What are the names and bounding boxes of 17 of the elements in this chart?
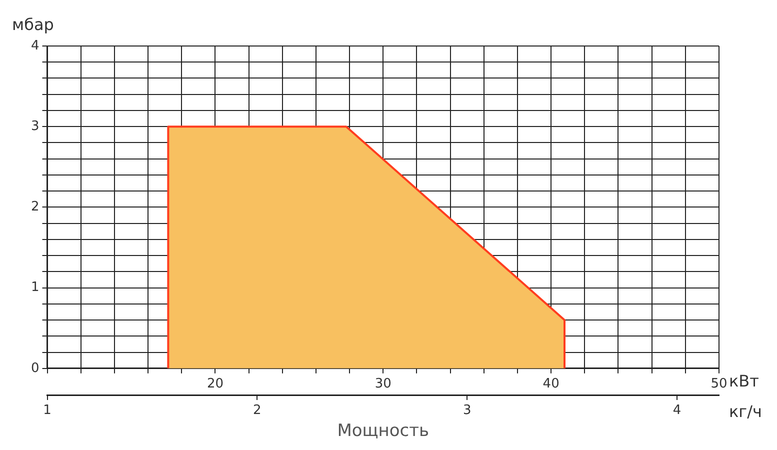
x2-tick-label: 1 bbox=[43, 403, 52, 418]
y-tick-label: 4 bbox=[30, 38, 40, 54]
x-axis-title: кВт bbox=[729, 372, 759, 391]
y-tick-label: 0 bbox=[30, 360, 40, 376]
y-axis-title: мбар bbox=[12, 15, 54, 34]
x-tick-label: 30 bbox=[374, 376, 392, 392]
x-tick-label: 40 bbox=[542, 376, 560, 392]
x2-tick-label: 3 bbox=[462, 403, 472, 418]
y-tick-label: 1 bbox=[30, 280, 40, 296]
x2-tick-label: 2 bbox=[253, 403, 262, 418]
x-tick-label: 50 bbox=[710, 376, 728, 392]
y-tick-label: 2 bbox=[30, 200, 40, 215]
x2-tick-label: 4 bbox=[672, 403, 682, 418]
y-tick-label: 3 bbox=[30, 118, 40, 134]
text: Мощность bbox=[337, 421, 430, 442]
x2-axis-title: кг/ч bbox=[729, 402, 762, 422]
x-tick-label: 20 bbox=[206, 376, 224, 392]
